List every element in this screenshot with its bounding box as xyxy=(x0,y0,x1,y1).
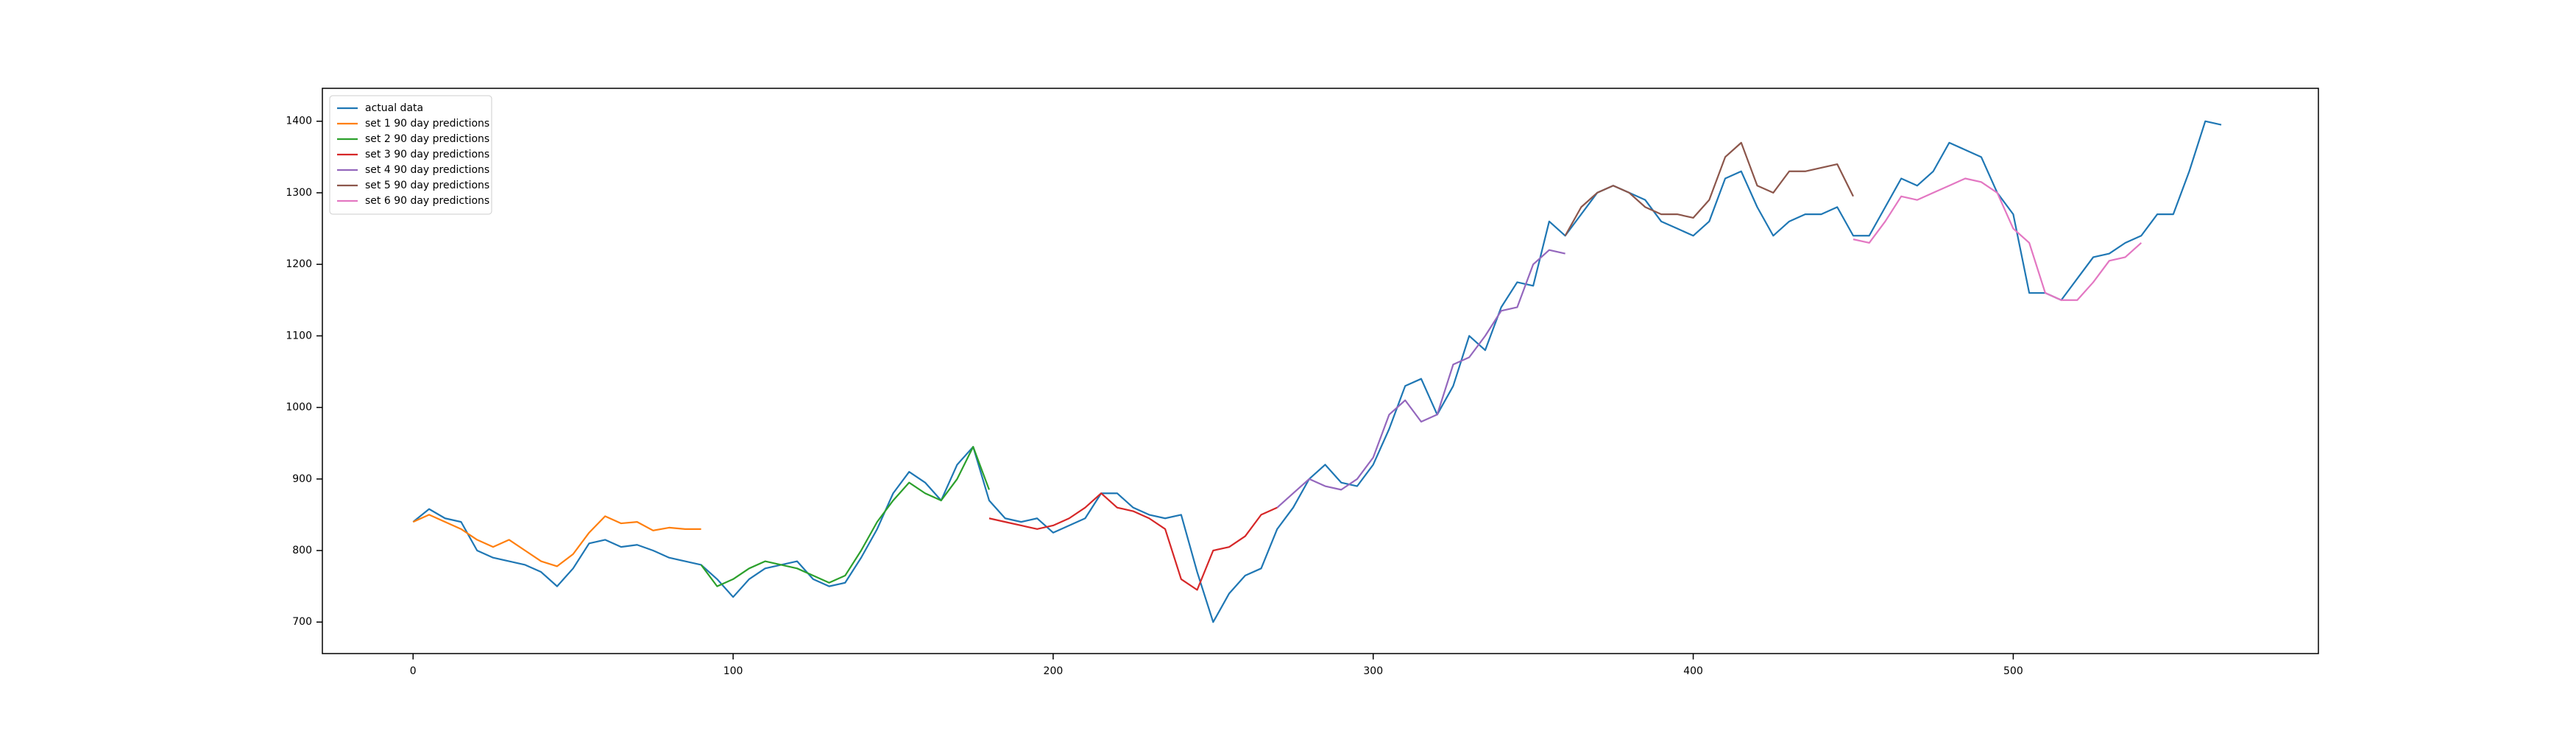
y-tick-label: 1000 xyxy=(286,402,312,414)
series-line xyxy=(988,492,1278,591)
y-tick-label: 1400 xyxy=(286,116,312,127)
plot-frame xyxy=(322,88,2319,654)
legend-label: actual data xyxy=(365,102,423,114)
x-tick-label: 500 xyxy=(2003,665,2023,677)
legend: actual data set 1 90 day predictions set 2… xyxy=(329,95,492,215)
legend-label: set 4 90 day predictions xyxy=(365,164,489,176)
y-tick-label: 1300 xyxy=(286,187,312,199)
x-tick-label: 300 xyxy=(1363,665,1383,677)
legend-label: set 6 90 day predictions xyxy=(365,195,489,207)
series-line xyxy=(1276,249,1565,509)
series-line xyxy=(1853,177,2142,301)
series-line xyxy=(1564,141,1854,236)
legend-label: set 3 90 day predictions xyxy=(365,149,489,160)
legend-label: set 5 90 day predictions xyxy=(365,180,489,191)
series-line xyxy=(412,120,2222,623)
y-tick-label: 1200 xyxy=(286,258,312,270)
x-tick-label: 200 xyxy=(1044,665,1064,677)
legend-box xyxy=(329,95,492,215)
y-tick-label: 700 xyxy=(292,616,312,628)
x-tick-label: 400 xyxy=(1683,665,1703,677)
x-tick-label: 0 xyxy=(410,665,417,677)
x-tick-label: 100 xyxy=(723,665,743,677)
legend-label: set 2 90 day predictions xyxy=(365,133,489,145)
legend-label: set 1 90 day predictions xyxy=(365,118,489,130)
y-tick-label: 1100 xyxy=(286,330,312,342)
y-tick-label: 800 xyxy=(292,545,312,556)
series-line xyxy=(412,514,701,567)
series-line xyxy=(700,445,990,587)
y-tick-label: 900 xyxy=(292,473,312,485)
